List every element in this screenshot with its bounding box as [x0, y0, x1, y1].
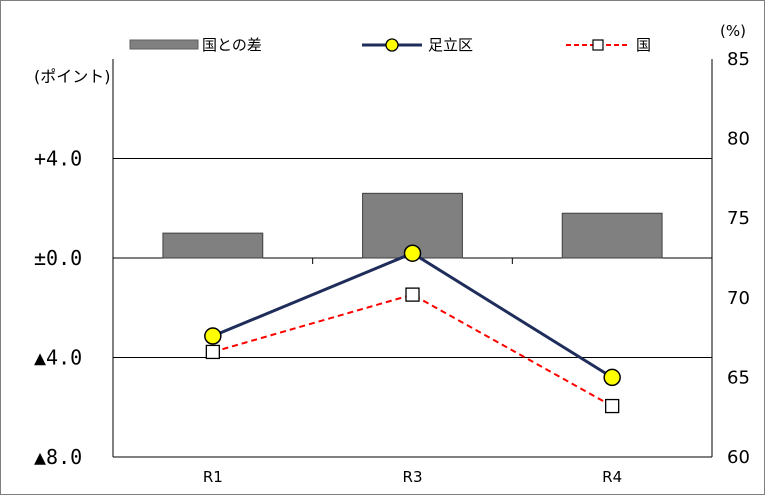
left-axis-unit: (ポイント) [34, 67, 111, 86]
left-tick-label: ▲4.0 [34, 346, 82, 370]
right-tick-label: 65 [727, 367, 750, 388]
point-adachi-R3 [403, 244, 422, 262]
legend-marker-adachi [385, 38, 399, 52]
point-national-R3 [405, 287, 420, 302]
x-tick-label: R3 [403, 468, 423, 486]
legend-label-adachi: 足立区 [428, 36, 473, 54]
left-tick-label: ±0.0 [34, 246, 82, 270]
line-series [204, 244, 621, 414]
right-tick-label: 60 [727, 447, 750, 468]
bar-R1 [162, 232, 264, 259]
legend: 国との差 足立区 国 [129, 36, 651, 54]
point-national-R4 [605, 398, 620, 414]
line-adachi [212, 251, 613, 379]
left-tick-label: ▲8.0 [34, 445, 82, 469]
bar-R4 [561, 212, 663, 259]
right-axis-unit: (%) [720, 22, 746, 40]
x-tick-label: R4 [602, 468, 622, 486]
right-tick-label: 75 [727, 208, 750, 229]
right-tick-label: 70 [727, 288, 750, 309]
left-axis-tick-labels: +4.0 ±0.0 ▲4.0 ▲8.0 [34, 147, 82, 470]
plot-area [112, 59, 713, 458]
x-tick-label: R1 [203, 468, 223, 486]
left-tick-label: +4.0 [34, 147, 82, 171]
x-axis-category-labels: R1 R3 R4 [203, 468, 622, 486]
right-axis-tick-labels: 85 80 75 70 65 60 [727, 49, 750, 468]
legend-swatch-bar [129, 39, 199, 50]
right-tick-label: 85 [727, 49, 750, 70]
x-axis-ticks [312, 258, 513, 264]
legend-label-bar: 国との差 [202, 36, 262, 54]
legend-marker-national [592, 39, 604, 51]
line-national [212, 293, 613, 407]
point-national-R1 [205, 344, 220, 360]
right-tick-label: 80 [727, 129, 750, 150]
legend-label-national: 国 [636, 36, 651, 54]
point-adachi-R1 [204, 327, 222, 345]
point-adachi-R4 [603, 368, 621, 387]
